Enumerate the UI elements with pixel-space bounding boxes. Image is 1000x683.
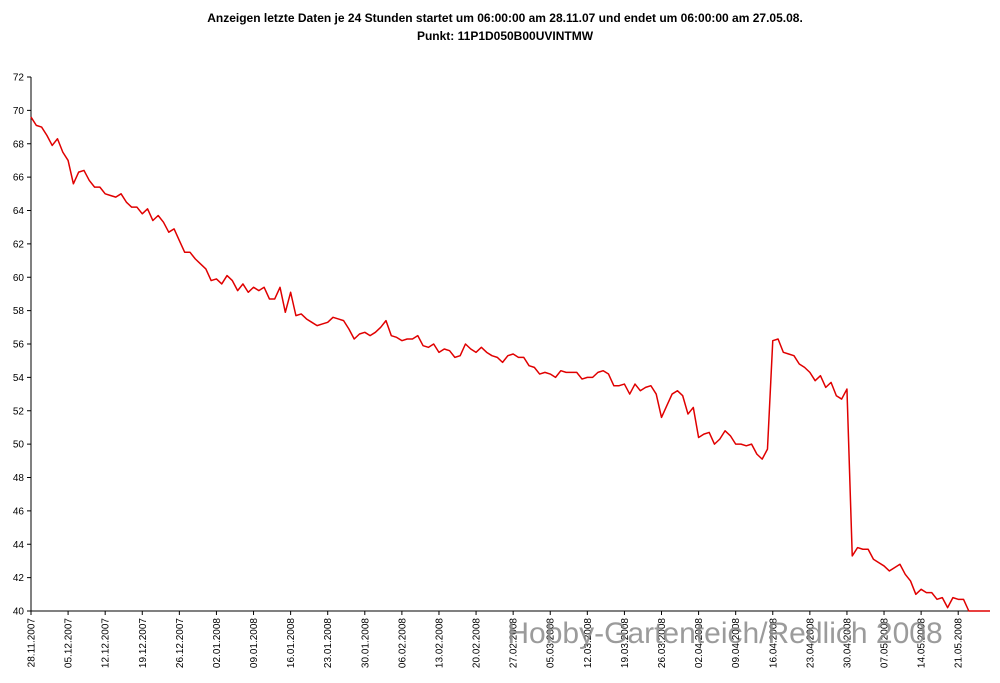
y-tick-label: 70 bbox=[13, 106, 25, 117]
x-tick-label: 30.04.2008 bbox=[842, 618, 853, 668]
x-tick-label: 30.01.2008 bbox=[360, 618, 371, 668]
y-tick-label: 62 bbox=[13, 239, 25, 250]
x-tick-label: 14.05.2008 bbox=[917, 618, 928, 668]
x-tick-label: 05.12.2007 bbox=[64, 618, 75, 668]
y-tick-label: 40 bbox=[13, 607, 25, 618]
y-tick-label: 54 bbox=[13, 373, 25, 384]
x-tick-label: 09.04.2008 bbox=[731, 618, 742, 668]
y-tick-label: 72 bbox=[13, 73, 25, 84]
y-tick-label: 48 bbox=[13, 473, 25, 484]
x-tick-label: 16.04.2008 bbox=[768, 618, 779, 668]
x-tick-label: 09.01.2008 bbox=[249, 618, 260, 668]
data-line bbox=[30, 116, 990, 612]
x-tick-label: 27.02.2008 bbox=[509, 618, 520, 668]
x-tick-label: 23.01.2008 bbox=[323, 618, 334, 668]
y-tick-label: 58 bbox=[13, 306, 25, 317]
x-tick-label: 26.12.2007 bbox=[175, 618, 186, 668]
x-tick-label: 28.11.2007 bbox=[27, 618, 38, 668]
x-tick-label: 06.02.2008 bbox=[397, 618, 408, 668]
y-tick-label: 66 bbox=[13, 173, 25, 184]
x-tick-label: 13.02.2008 bbox=[434, 618, 445, 668]
y-tick-label: 50 bbox=[13, 440, 25, 451]
y-tick-label: 60 bbox=[13, 273, 25, 284]
y-tick-label: 44 bbox=[13, 540, 25, 551]
x-tick-label: 12.12.2007 bbox=[101, 618, 112, 668]
y-tick-label: 42 bbox=[13, 573, 25, 584]
x-tick-label: 07.05.2008 bbox=[880, 618, 891, 668]
x-tick-label: 05.03.2008 bbox=[546, 618, 557, 668]
x-tick-label: 19.03.2008 bbox=[620, 618, 631, 668]
x-tick-label: 23.04.2008 bbox=[805, 618, 816, 668]
y-tick-label: 68 bbox=[13, 139, 25, 150]
x-tick-label: 02.04.2008 bbox=[694, 618, 705, 668]
x-tick-label: 19.12.2007 bbox=[138, 618, 149, 668]
chart-title: Anzeigen letzte Daten je 24 Stunden star… bbox=[207, 11, 803, 25]
x-tick-label: 02.01.2008 bbox=[212, 618, 223, 668]
x-tick-label: 20.02.2008 bbox=[472, 618, 483, 668]
x-tick-label: 16.01.2008 bbox=[286, 618, 297, 668]
y-tick-label: 52 bbox=[13, 406, 25, 417]
chart-subtitle: Punkt: 11P1D050B00UVINTMW bbox=[417, 29, 594, 43]
y-tick-label: 46 bbox=[13, 506, 25, 517]
watermark: Hobby-Gartenteich/Redlich 2008 bbox=[507, 617, 942, 650]
y-tick-label: 56 bbox=[13, 340, 25, 351]
x-tick-label: 21.05.2008 bbox=[954, 618, 965, 668]
y-tick-label: 64 bbox=[13, 206, 25, 217]
x-tick-label: 12.03.2008 bbox=[583, 618, 594, 668]
x-tick-label: 26.03.2008 bbox=[657, 618, 668, 668]
